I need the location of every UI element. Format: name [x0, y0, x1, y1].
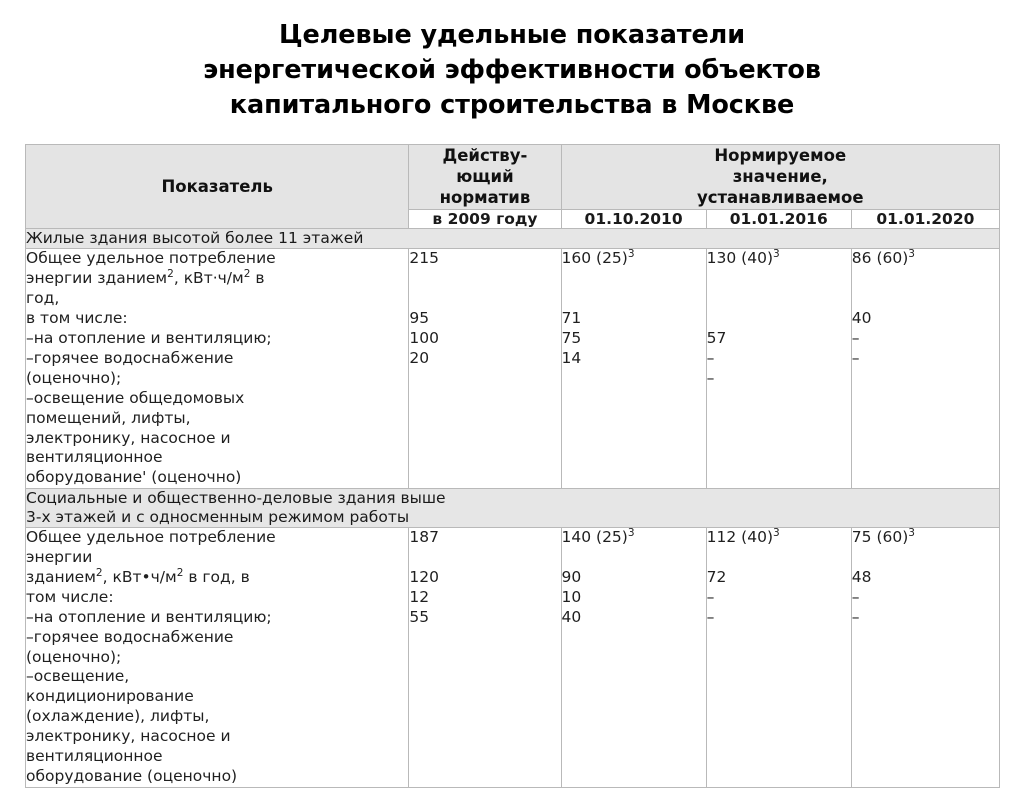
spacer-line [409, 269, 560, 289]
spacer-line [562, 289, 706, 309]
column-subheader-date-2020: 01.01.2020 [850, 208, 1001, 230]
spacer-line [852, 548, 999, 568]
column-subheader-date-2016: 01.01.2016 [705, 208, 852, 230]
column-subheader-date-2010: 01.10.2010 [560, 208, 707, 230]
page-title-line-1: Целевые удельные показатели [278, 20, 746, 50]
value-with-superscript: 160 (25)3 [561, 248, 635, 268]
cell-date2-social: 112 (40)3 72 – – [705, 526, 852, 788]
cell-indicator-social: Общее удельное потребление энергии здани… [24, 527, 410, 788]
spacer-line [562, 269, 706, 289]
value-with-superscript: 86 (60)3 [851, 248, 915, 268]
indicator-line-units: зданием2, кВт•ч/м2 в год, в [26, 566, 250, 586]
column-subheader-year-2009: в 2009 году [408, 208, 562, 230]
table-header-row-dates: в 2009 году 01.10.2010 01.01.2016 01.01.… [26, 208, 1001, 230]
cell-date1-residential: 160 (25)3 71 75 14 [560, 248, 707, 490]
value-with-superscript: 112 (40)3 [706, 526, 780, 547]
cell-date2-residential: 130 (40)3 57 – – [705, 248, 852, 490]
section-heading-social: Социальные и общественно-деловые здания … [25, 488, 1000, 529]
value-with-superscript: 140 (25)3 [561, 526, 635, 547]
column-header-normalized-value: Нормируемое значение, устанавливаемое [560, 143, 1001, 210]
table-body: Жилые здания высотой более 11 этажей Общ… [24, 228, 1001, 788]
page-title-line-2: энергетической эффективности объектов [203, 55, 821, 86]
indicator-line-units: энергии зданием2, кВт·ч/м2 в [26, 268, 265, 288]
energy-efficiency-table-container: Показатель Действу- ющий норматив Нормир… [24, 143, 1001, 788]
table-row-social-consumption: Общее удельное потребление энергии здани… [24, 526, 1001, 788]
value-with-superscript: 130 (40)3 [706, 248, 780, 268]
table-row-residential-consumption: Общее удельное потребление энергии здани… [24, 248, 1001, 490]
page-title-line-3: капитального строительства в Москве [229, 90, 795, 121]
cell-date1-social: 140 (25)3 90 10 40 [560, 526, 707, 788]
spacer-line [707, 289, 851, 309]
cell-date3-social: 75 (60)3 48 – – [850, 526, 1001, 788]
cell-date3-residential: 86 (60)3 40 – – [850, 248, 1001, 490]
spacer-line [707, 269, 851, 289]
spacer-line [852, 289, 999, 309]
cell-current-residential: 215 95 100 20 [408, 248, 562, 490]
column-header-indicator: Показатель [24, 143, 410, 230]
cell-current-social: 187 120 12 55 [408, 527, 562, 788]
section-heading-residential: Жилые здания высотой более 11 этажей [25, 228, 1000, 250]
spacer-line [409, 548, 560, 568]
spacer-line [409, 289, 560, 309]
section-heading-row-residential: Жилые здания высотой более 11 этажей [25, 228, 1000, 250]
section-heading-row-social: Социальные и общественно-деловые здания … [25, 488, 1000, 529]
table-header-row-main: Показатель Действу- ющий норматив Нормир… [24, 143, 1001, 230]
page-title: Целевые удельные показатели энергетическ… [0, 0, 1024, 124]
spacer-line [707, 548, 851, 568]
column-header-current-norm: Действу- ющий норматив [408, 143, 562, 210]
table-header: Показатель Действу- ющий норматив Нормир… [24, 143, 1001, 230]
spacer-line [707, 309, 851, 329]
spacer-line [852, 269, 999, 289]
spacer-line [562, 548, 706, 568]
cell-indicator-residential: Общее удельное потребление энергии здани… [24, 248, 410, 490]
value-with-superscript: 75 (60)3 [851, 526, 915, 547]
energy-efficiency-table: Показатель Действу- ющий норматив Нормир… [24, 143, 1001, 788]
